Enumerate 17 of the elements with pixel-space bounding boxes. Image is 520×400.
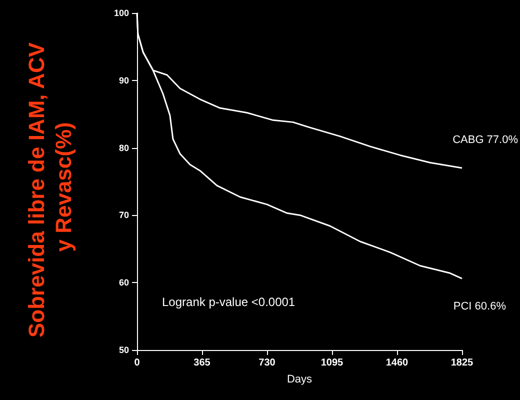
y-tick-label: 70 <box>118 210 129 220</box>
x-tick-label: 0 <box>134 358 140 368</box>
y-tick-label: 90 <box>118 75 129 86</box>
y-tick-label: 60 <box>118 278 129 288</box>
series-label: CABG 77.0% <box>452 134 518 146</box>
x-tick-label: 1460 <box>386 358 409 368</box>
x-tick-label: 1095 <box>320 358 344 368</box>
x-axis-title: Days <box>286 374 313 386</box>
y-tick-label: 50 <box>118 345 129 355</box>
annotation: Logrank p-value <0.0001 <box>162 295 296 309</box>
x-tick-label: 1825 <box>450 358 474 368</box>
y-axis-title: Sobrevida libre de IAM, ACV y Revasc(%) <box>24 42 76 338</box>
y-tick-label: 100 <box>114 8 129 18</box>
x-tick-label: 730 <box>258 358 276 368</box>
text: PCI 60.6% <box>453 300 506 313</box>
x-tick-label: 365 <box>194 358 211 368</box>
y-tick-label: 80 <box>118 142 129 153</box>
